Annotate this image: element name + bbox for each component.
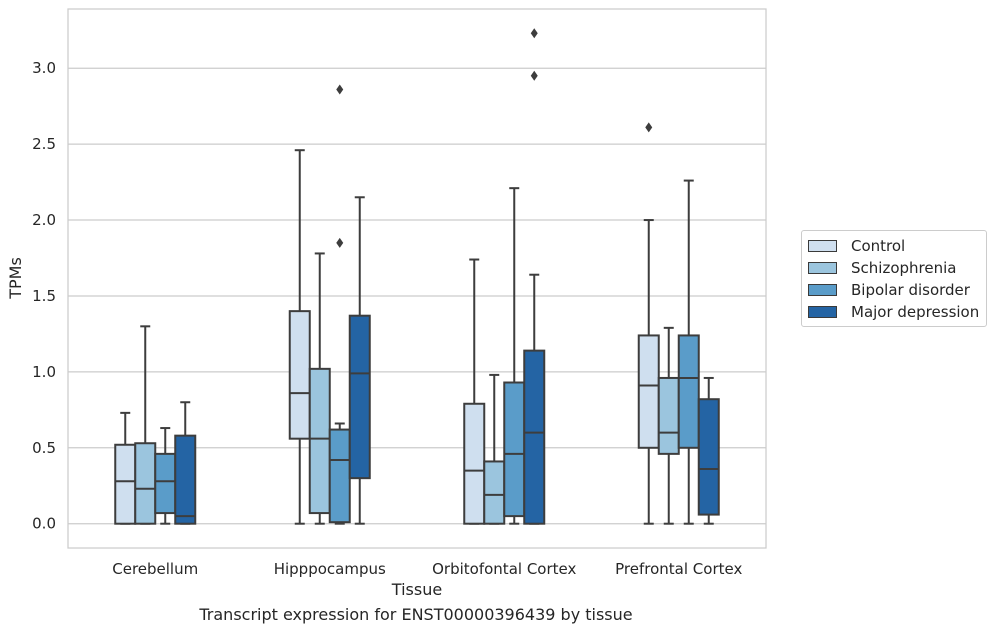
legend-label-bipolar-disorder: Bipolar disorder [851,281,970,299]
box [657,376,680,455]
box [483,460,506,525]
box [348,314,371,480]
box [134,442,157,525]
legend-item-schizophrenia: Schizophrenia [808,258,956,278]
box [463,402,486,525]
legend-item-control: Control [808,236,905,256]
box [637,334,660,449]
legend-swatch-major-depression [808,306,837,318]
box [114,443,137,525]
box-series [114,28,720,525]
legend-label-schizophrenia: Schizophrenia [851,259,957,277]
outlier-point [530,70,538,81]
legend-item-major-depression: Major depression [808,302,979,322]
outlier-point [336,84,344,95]
y-tick-label: 2.0 [32,211,56,229]
legend: Control Schizophrenia Bipolar disorder M… [801,230,987,327]
box [503,381,526,518]
y-tick-label: 1.0 [32,363,56,381]
y-tick-labels: 0.0 0.5 1.0 1.5 2.0 2.5 3.0 [32,59,56,532]
x-tick-labels: Cerebellum Hipppocampus Orbitofontal Corte… [112,560,742,578]
box [328,428,351,524]
outlier-point [336,237,344,248]
legend-item-bipolar-disorder: Bipolar disorder [808,280,970,300]
x-tick-label: Orbitofontal Cortex [432,560,576,578]
box [677,334,700,449]
outlier-point [645,122,653,133]
outlier-point [530,28,538,39]
y-tick-label: 3.0 [32,59,56,77]
plot-frame [67,8,767,549]
box [523,349,546,525]
box [154,452,177,515]
y-tick-label: 2.5 [32,135,56,153]
legend-label-control: Control [851,237,906,255]
legend-label-major-depression: Major depression [851,303,980,321]
box [308,367,331,515]
chart-caption: Transcript expression for ENST0000039643… [199,605,633,624]
y-tick-label: 1.5 [32,287,56,305]
x-tick-label: Cerebellum [112,560,198,578]
legend-swatch-bipolar-disorder [808,284,837,296]
x-tick-label: Prefrontal Cortex [615,560,742,578]
y-tick-label: 0.0 [32,515,56,533]
box [288,310,311,440]
x-axis-label: Tissue [391,580,442,599]
box [697,398,720,516]
legend-swatch-schizophrenia [808,262,837,274]
y-axis-label: TPMs [6,257,25,300]
box [174,434,197,525]
x-tick-label: Hipppocampus [274,560,386,578]
y-tick-label: 0.5 [32,439,56,457]
legend-swatch-control [808,240,837,252]
